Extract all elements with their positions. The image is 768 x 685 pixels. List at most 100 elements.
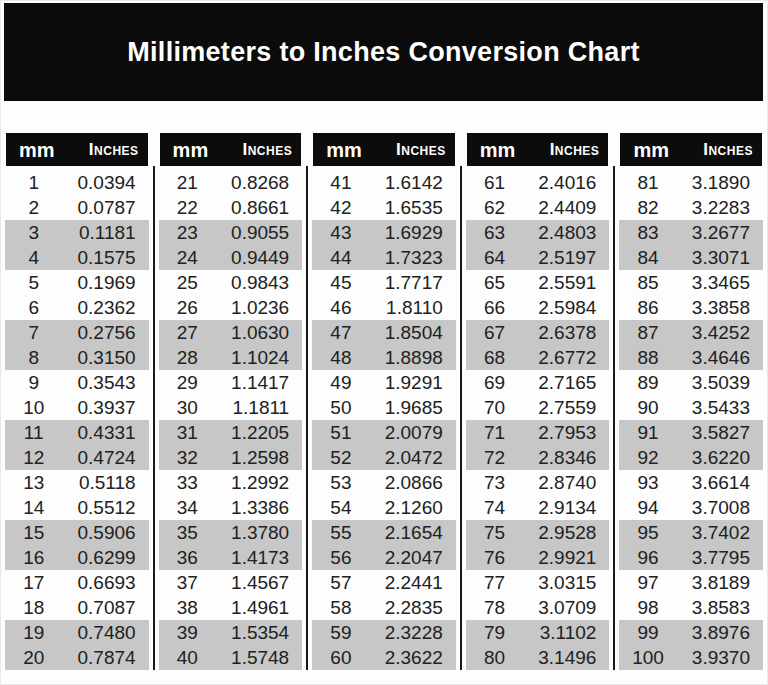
mm-header-label: mm: [173, 140, 209, 160]
inches-value: 0.9449: [216, 247, 302, 269]
inches-value: 2.5591: [523, 272, 609, 294]
inches-value: 1.6535: [370, 197, 456, 219]
table-row: 90.3543: [5, 370, 149, 395]
table-row: 301.1811: [159, 395, 303, 420]
mm-value: 79: [466, 622, 523, 644]
mm-value: 40: [159, 647, 216, 669]
mm-value: 68: [466, 347, 523, 369]
table-row: 893.5039: [619, 370, 763, 395]
inches-value: 2.1654: [370, 522, 456, 544]
table-row: 80.3150: [5, 345, 149, 370]
table-row: 411.6142: [312, 170, 456, 195]
mm-value: 44: [312, 247, 369, 269]
mm-value: 84: [619, 247, 676, 269]
table-row: 983.8583: [619, 595, 763, 620]
mm-value: 51: [312, 422, 369, 444]
mm-value: 20: [5, 647, 62, 669]
table-row: 833.2677: [619, 220, 763, 245]
mm-value: 96: [619, 547, 676, 569]
mm-value: 54: [312, 497, 369, 519]
mm-value: 1: [5, 172, 62, 194]
inches-value: 3.7008: [677, 497, 763, 519]
table-row: 742.9134: [466, 495, 610, 520]
inches-header-label: Inches: [703, 141, 753, 158]
table-row: 250.9843: [159, 270, 303, 295]
mm-value: 57: [312, 572, 369, 594]
mm-value: 69: [466, 372, 523, 394]
table-row: 321.2598: [159, 445, 303, 470]
inches-value: 2.2835: [370, 597, 456, 619]
inches-value: 1.9291: [370, 372, 456, 394]
table-row: 431.6929: [312, 220, 456, 245]
mm-value: 78: [466, 597, 523, 619]
inches-value: 0.7874: [62, 647, 148, 669]
mm-value: 17: [5, 572, 62, 594]
table-row: 652.5591: [466, 270, 610, 295]
inches-value: 2.7559: [523, 397, 609, 419]
mm-value: 76: [466, 547, 523, 569]
mm-value: 87: [619, 322, 676, 344]
table-row: 401.5748: [159, 645, 303, 670]
table-row: 843.3071: [619, 245, 763, 270]
mm-value: 29: [159, 372, 216, 394]
table-row: 261.0236: [159, 295, 303, 320]
table-row: 50.1969: [5, 270, 149, 295]
mm-value: 11: [5, 422, 62, 444]
inches-value: 1.2598: [216, 447, 302, 469]
inches-value: 3.8189: [677, 572, 763, 594]
mm-header-label: mm: [480, 140, 516, 160]
table-row: 491.9291: [312, 370, 456, 395]
table-row: 481.8898: [312, 345, 456, 370]
mm-value: 46: [312, 297, 369, 319]
mm-value: 9: [5, 372, 62, 394]
inches-value: 3.1496: [523, 647, 609, 669]
mm-value: 74: [466, 497, 523, 519]
inches-value: 3.2283: [677, 197, 763, 219]
table-row: 100.3937: [5, 395, 149, 420]
inches-value: 0.0787: [62, 197, 148, 219]
inches-value: 2.0472: [370, 447, 456, 469]
mm-value: 19: [5, 622, 62, 644]
inches-value: 2.7165: [523, 372, 609, 394]
rows-container: 813.1890823.2283833.2677843.3071853.3465…: [619, 170, 763, 670]
inches-value: 1.7717: [370, 272, 456, 294]
table-row: 522.0472: [312, 445, 456, 470]
inches-value: 1.5748: [216, 647, 302, 669]
mm-value: 45: [312, 272, 369, 294]
mm-value: 50: [312, 397, 369, 419]
inches-value: 1.3780: [216, 522, 302, 544]
mm-value: 59: [312, 622, 369, 644]
table-row: 672.6378: [466, 320, 610, 345]
table-row: 60.2362: [5, 295, 149, 320]
inches-value: 3.9370: [677, 647, 763, 669]
inches-value: 1.0630: [216, 322, 302, 344]
table-row: 10.0394: [5, 170, 149, 195]
inches-value: 2.6772: [523, 347, 609, 369]
table-row: 271.0630: [159, 320, 303, 345]
table-row: 853.3465: [619, 270, 763, 295]
rows-container: 10.039420.078730.118140.157550.196960.23…: [5, 170, 149, 670]
table-column-group: mmInches411.6142421.6535431.6929441.7323…: [312, 133, 456, 670]
mm-header-label: mm: [19, 140, 55, 160]
table-row: 501.9685: [312, 395, 456, 420]
inches-header-label: Inches: [396, 141, 446, 158]
inches-value: 0.4331: [62, 422, 148, 444]
mm-value: 35: [159, 522, 216, 544]
inches-value: 1.8110: [370, 297, 456, 319]
table-row: 391.5354: [159, 620, 303, 645]
inches-value: 1.1811: [216, 397, 302, 419]
mm-header-label: mm: [633, 140, 669, 160]
table-row: 642.5197: [466, 245, 610, 270]
mm-value: 63: [466, 222, 523, 244]
mm-value: 99: [619, 622, 676, 644]
table-row: 722.8346: [466, 445, 610, 470]
inches-value: 2.6378: [523, 322, 609, 344]
table-row: 281.1024: [159, 345, 303, 370]
mm-value: 8: [5, 347, 62, 369]
mm-value: 71: [466, 422, 523, 444]
mm-value: 36: [159, 547, 216, 569]
mm-value: 25: [159, 272, 216, 294]
inches-value: 1.7323: [370, 247, 456, 269]
mm-value: 33: [159, 472, 216, 494]
inches-value: 3.5827: [677, 422, 763, 444]
